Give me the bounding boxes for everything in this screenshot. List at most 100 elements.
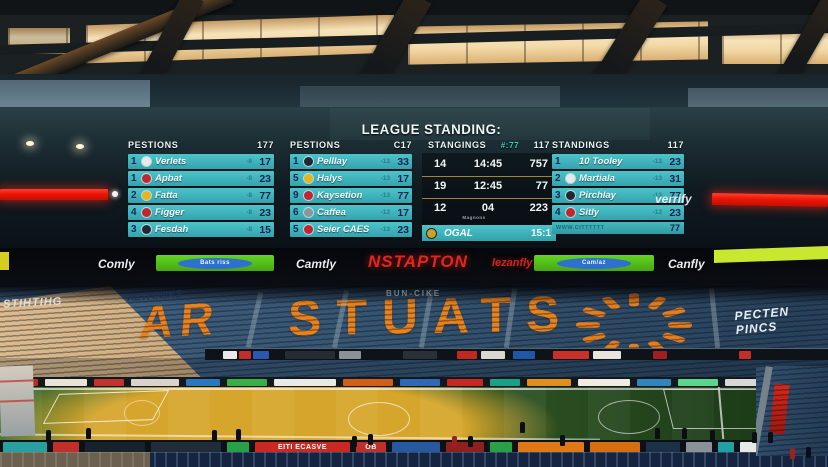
stats-row: 14 14:45 757 xyxy=(422,155,556,177)
sponsor-text: verrify xyxy=(655,192,692,206)
glass-reflection xyxy=(330,108,650,140)
club-badge-icon xyxy=(142,208,151,217)
club-badge-icon xyxy=(142,157,151,166)
ad-board xyxy=(739,351,751,359)
stand-railings-left xyxy=(0,365,36,437)
club-badge-icon xyxy=(142,191,151,200)
ad-board xyxy=(637,378,671,386)
standings-row: 1 10 Tooley -13 23 xyxy=(552,154,684,169)
standings-row: 9 Kaysetion -13 77 xyxy=(290,188,412,203)
club-badge-icon xyxy=(304,191,313,200)
banner-oval xyxy=(556,257,632,269)
ad-board xyxy=(593,351,621,359)
far-side-ad-boards xyxy=(0,377,828,387)
ad-board xyxy=(447,378,483,386)
club-badge-icon xyxy=(427,228,436,238)
person-silhouette xyxy=(682,428,687,439)
person-silhouette xyxy=(655,428,660,439)
ad-board xyxy=(457,351,477,359)
ad-board xyxy=(85,441,145,453)
person-silhouette xyxy=(468,436,473,447)
ad-board xyxy=(285,351,335,359)
stats-row: 19 12:45 77 xyxy=(422,177,556,199)
yellow-chip xyxy=(0,252,9,270)
club-badge-icon xyxy=(304,157,313,166)
standings-row: 1 Apbat -8 23 xyxy=(128,171,274,186)
club-badge-icon xyxy=(304,174,313,183)
penalty-arc-left xyxy=(124,400,160,426)
banner-oval xyxy=(178,257,252,269)
ad-board xyxy=(227,378,267,386)
stats-row: 12 04 223 Magnons xyxy=(422,199,556,221)
green-banner: Bats riss xyxy=(156,255,274,271)
centre-circle xyxy=(348,402,410,436)
person-silhouette xyxy=(790,448,795,459)
panel-header-label: PESTIONS xyxy=(128,140,179,150)
near-side-ad-boards: EITI ECASVE OB xyxy=(0,440,828,454)
pitch-shadow xyxy=(0,387,828,443)
floodlight-icon xyxy=(76,144,84,149)
banner-text-red-small: lezanfly xyxy=(492,257,533,269)
standings-row: 3 Pirchlay -13 77 xyxy=(552,188,684,203)
ad-board xyxy=(725,378,771,386)
ad-board xyxy=(646,441,680,453)
panel-header-value: 177 xyxy=(257,140,274,150)
club-badge-icon xyxy=(142,225,151,234)
ad-board xyxy=(151,441,221,453)
ad-board xyxy=(513,351,535,359)
panel-header-label: STANGINGS xyxy=(428,140,487,150)
stands-right xyxy=(756,366,828,456)
ad-board xyxy=(227,441,249,453)
banner-text: Camtly xyxy=(296,257,337,271)
standings-row: 4 Figger -8 23 xyxy=(128,205,274,220)
banner-text: Canfly xyxy=(668,257,705,271)
yellow-led-wedge xyxy=(714,246,828,263)
ad-board xyxy=(740,441,758,453)
ad-board-text: EITI ECASVE xyxy=(255,441,350,453)
person-silhouette xyxy=(752,432,757,443)
led-logo-dot xyxy=(112,191,118,197)
seat-text-faint: BUN-CIKE xyxy=(386,289,442,298)
ad-board xyxy=(239,351,251,359)
person-silhouette xyxy=(520,422,525,433)
standings-row: 6 Caffea -13 17 xyxy=(290,205,412,220)
mid-tier-ad-boards xyxy=(205,348,828,360)
ad-board xyxy=(131,378,179,386)
club-badge-icon xyxy=(566,191,575,200)
ad-board-text: OB xyxy=(356,441,386,453)
ad-board xyxy=(400,378,440,386)
stats-footer-row: OGAL 15:1 xyxy=(422,225,556,241)
person-silhouette xyxy=(46,430,51,441)
ad-board xyxy=(518,441,584,453)
foreground-sunlight xyxy=(0,452,150,467)
panel-header-label: STANDINGS xyxy=(552,140,610,150)
banner-text: Comly xyxy=(98,257,135,271)
club-badge-icon xyxy=(142,174,151,183)
ad-board xyxy=(590,441,640,453)
ad-board xyxy=(686,441,712,453)
ad-board xyxy=(553,351,589,359)
club-badge-icon xyxy=(566,174,575,183)
club-badge-icon xyxy=(566,208,575,217)
ad-board xyxy=(481,351,505,359)
standings-row: 5 Halys -13 17 xyxy=(290,171,412,186)
shadow-fade xyxy=(0,286,828,304)
person-silhouette xyxy=(212,430,217,441)
panel-header-mid: #:77 xyxy=(500,141,520,150)
panel-header-value: 117 xyxy=(667,140,684,150)
person-silhouette xyxy=(452,436,457,447)
standings-row: 1 Verlets -8 17 xyxy=(128,154,274,169)
standings-panel-1: PESTIONS 177 1 Verlets -8 17 1 Apbat -8 23 2 Fat… xyxy=(128,140,274,239)
person-silhouette xyxy=(236,429,241,440)
person-silhouette xyxy=(710,430,715,441)
standings-row: 2 Martiala -13 31 xyxy=(552,171,684,186)
stadium-roof xyxy=(0,0,828,112)
ad-board xyxy=(392,441,440,453)
ad-board xyxy=(94,378,124,386)
ad-board xyxy=(718,441,734,453)
panel-header-value: C17 xyxy=(393,140,412,150)
stats-note: Magnons xyxy=(462,215,486,220)
stats-rows: 14 14:45 757 19 12:45 77 12 04 223 Magnons OGAL… xyxy=(422,153,556,241)
led-strip-right xyxy=(711,192,828,208)
